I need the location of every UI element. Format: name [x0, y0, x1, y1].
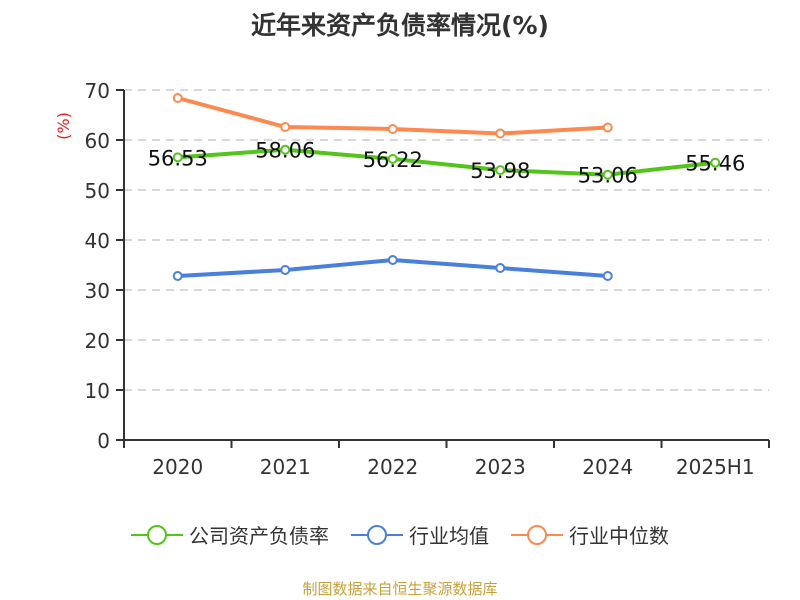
legend-label: 行业中位数	[569, 524, 669, 548]
data-point-marker[interactable]	[710, 157, 721, 168]
data-label: 55.46	[685, 152, 745, 176]
legend-item-company[interactable]: 公司资产负债率	[131, 520, 329, 549]
x-tick-label: 2021	[260, 455, 311, 479]
y-axis-unit: (%)	[54, 112, 73, 140]
chart-title: 近年来资产负债率情况(%)	[251, 11, 549, 40]
data-point-marker[interactable]	[602, 169, 613, 180]
data-point-marker[interactable]	[280, 122, 291, 132]
data-point-marker[interactable]	[387, 255, 398, 265]
data-source-note: 制图数据来自恒生聚源数据库	[302, 580, 498, 598]
gridlines	[124, 89, 769, 391]
legend-line-circle-icon	[131, 523, 183, 547]
data-label: 53.06	[578, 164, 638, 188]
axes: 0 10 20 30 40 50 60 70 2020 2021 2022 2023 2024 2025H…	[85, 79, 770, 479]
legend: 公司资产负债率 行业均值 行业中位数	[0, 520, 800, 549]
data-label: 56.53	[148, 146, 208, 170]
data-point-marker[interactable]	[387, 153, 398, 164]
data-point-marker[interactable]	[280, 144, 291, 155]
data-point-marker[interactable]	[495, 263, 506, 273]
x-tick-label: 2020	[152, 455, 203, 479]
data-point-marker[interactable]	[172, 93, 183, 103]
data-point-marker[interactable]	[495, 165, 506, 176]
y-tick-label: 50	[85, 179, 110, 203]
data-point-marker[interactable]	[172, 152, 183, 163]
series-lines	[172, 93, 721, 281]
y-tick-label: 40	[85, 229, 110, 253]
x-tick-label: 2023	[475, 455, 526, 479]
data-label: 58.06	[255, 139, 315, 163]
legend-label: 公司资产负债率	[189, 524, 329, 548]
data-point-marker[interactable]	[602, 122, 613, 133]
data-point-marker[interactable]	[387, 124, 398, 134]
data-label: 56.22	[363, 148, 423, 172]
series-line	[177, 147, 716, 177]
x-tick-label: 2022	[367, 455, 418, 479]
data-label: 53.98	[470, 159, 530, 183]
data-point-marker[interactable]	[495, 128, 506, 139]
y-tick-label: 70	[85, 79, 110, 103]
legend-line-circle-icon	[511, 523, 563, 547]
y-tick-label: 0	[97, 429, 110, 453]
data-point-marker[interactable]	[280, 265, 291, 275]
data-point-marker[interactable]	[602, 271, 613, 281]
legend-item-industry-median[interactable]: 行业中位数	[511, 520, 669, 549]
y-tick-label: 30	[85, 279, 110, 303]
data-labels: 56.53 58.06 56.22 53.98 53.06 55.46	[148, 139, 746, 188]
data-point-marker[interactable]	[172, 271, 183, 281]
x-tick-label: 2025H1	[676, 455, 755, 479]
legend-item-industry-average[interactable]: 行业均值	[351, 520, 489, 549]
y-tick-label: 60	[85, 129, 110, 153]
x-tick-label: 2024	[582, 455, 633, 479]
legend-line-circle-icon	[351, 523, 403, 547]
legend-label: 行业均值	[409, 524, 489, 548]
y-tick-label: 10	[85, 379, 110, 403]
y-tick-label: 20	[85, 329, 110, 353]
